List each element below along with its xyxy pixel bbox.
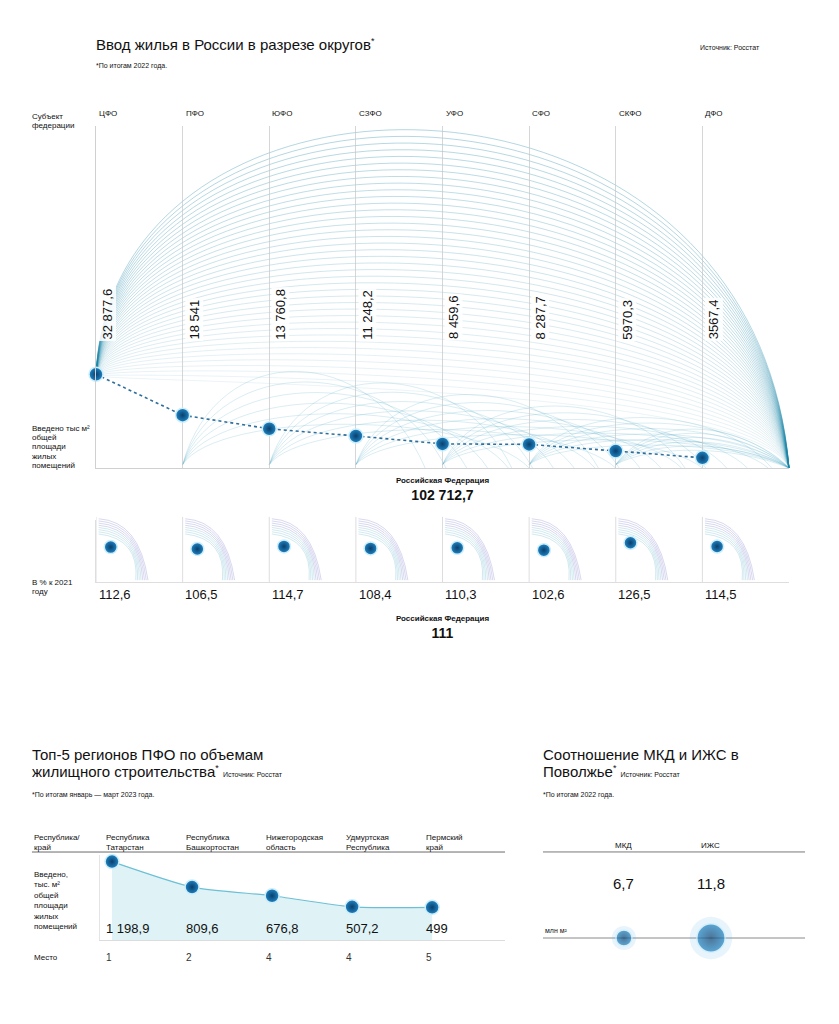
- svg-text:СФО: СФО: [532, 109, 550, 118]
- svg-text:11 248,2: 11 248,2: [360, 290, 375, 340]
- svg-text:499: 499: [426, 921, 448, 936]
- html-text:111: 111: [431, 625, 454, 641]
- svg-text:1 198,9: 1 198,9: [106, 921, 149, 936]
- svg-text:1: 1: [106, 952, 112, 963]
- svg-text:13 760,8: 13 760,8: [273, 289, 288, 340]
- svg-text:Введено,тыс. м²общейплощадижил: Введено,тыс. м²общейплощадижилыхпомещени…: [34, 870, 77, 931]
- svg-text:РеспубликаТатарстан: РеспубликаТатарстан: [106, 833, 150, 852]
- svg-text:32 877,6: 32 877,6: [100, 289, 115, 340]
- svg-text:108,4: 108,4: [359, 587, 392, 602]
- svg-text:ЮФО: ЮФО: [272, 109, 292, 118]
- svg-text:8 287,7: 8 287,7: [533, 296, 548, 339]
- svg-text:РеспубликаБашкортостан: РеспубликаБашкортостан: [186, 833, 239, 852]
- svg-text:Республика/край: Республика/край: [34, 833, 80, 852]
- svg-text:112,6: 112,6: [99, 587, 131, 602]
- html-text:*По итогам 2022 года.: *По итогам 2022 года.: [543, 791, 615, 798]
- svg-text:8 459,6: 8 459,6: [446, 296, 461, 339]
- html-text:*По итогам 2022 года.: *По итогам 2022 года.: [96, 62, 168, 69]
- svg-text:114,7: 114,7: [272, 587, 304, 602]
- svg-text:110,3: 110,3: [445, 587, 477, 602]
- html-text:102 712,7: 102 712,7: [411, 487, 474, 503]
- html-text:*По итогам январь — март 2023: *По итогам январь — март 2023 года.: [32, 791, 155, 798]
- svg-text:Пермскийкрай: Пермскийкрай: [426, 833, 463, 852]
- html-text:Соотношение МКД и ИЖС в Поволж: Соотношение МКД и ИЖС в Поволжье*: [543, 746, 739, 781]
- svg-text:Место: Место: [34, 953, 58, 962]
- html-text:Российская Федерация: Российская Федерация: [396, 614, 489, 623]
- html-text:Источник: Росстат: Источник: Росстат: [222, 771, 282, 779]
- html-text:В % к 2021 году: В % к 2021 году: [32, 578, 73, 597]
- svg-text:ДФО: ДФО: [705, 109, 723, 118]
- svg-text:6,7: 6,7: [613, 875, 634, 892]
- html-text:Ввод жилья в России в разрезе: Ввод жилья в России в разрезе округов*: [96, 36, 375, 53]
- svg-text:млн м²: млн м²: [545, 927, 568, 934]
- svg-text:4: 4: [266, 952, 272, 963]
- svg-text:ПФО: ПФО: [186, 109, 204, 118]
- svg-text:2: 2: [186, 952, 192, 963]
- html-text:Субъект федерации: Субъект федерации: [32, 112, 75, 131]
- svg-text:809,6: 809,6: [186, 921, 219, 936]
- svg-text:Нижегородскаяобласть: Нижегородскаяобласть: [266, 833, 323, 852]
- svg-text:18 541: 18 541: [187, 300, 202, 340]
- svg-text:3567,4: 3567,4: [706, 300, 721, 340]
- svg-text:СКФО: СКФО: [619, 109, 641, 118]
- svg-text:ИЖС: ИЖС: [701, 841, 720, 850]
- svg-text:ЦФО: ЦФО: [99, 109, 117, 118]
- svg-text:4: 4: [346, 952, 352, 963]
- html-text:Источник: Росстат: Источник: Росстат: [700, 44, 760, 51]
- svg-text:126,5: 126,5: [618, 587, 651, 602]
- svg-text:106,5: 106,5: [185, 587, 218, 602]
- html-text:Введено тыс м² общей площади ж: Введено тыс м² общей площади жилых помещ…: [32, 424, 90, 470]
- svg-text:5970,3: 5970,3: [620, 300, 635, 340]
- html-text:Источник: Росстат: Источник: Росстат: [620, 771, 680, 779]
- svg-text:СЗФО: СЗФО: [359, 109, 382, 118]
- svg-text:МКД: МКД: [615, 841, 632, 850]
- svg-text:11,8: 11,8: [697, 875, 725, 892]
- svg-text:5: 5: [426, 952, 432, 963]
- svg-text:УдмуртскаяРеспублика: УдмуртскаяРеспублика: [346, 833, 390, 852]
- svg-text:102,6: 102,6: [532, 587, 565, 602]
- svg-text:114,5: 114,5: [705, 587, 737, 602]
- html-text:Топ-5 регионов ПФО по объемам: Топ-5 регионов ПФО по объемам жилищного …: [32, 746, 264, 781]
- html-text:Российская Федерация: Российская Федерация: [396, 476, 489, 485]
- svg-text:676,8: 676,8: [266, 921, 299, 936]
- svg-text:507,2: 507,2: [346, 921, 379, 936]
- svg-text:УФО: УФО: [446, 109, 463, 118]
